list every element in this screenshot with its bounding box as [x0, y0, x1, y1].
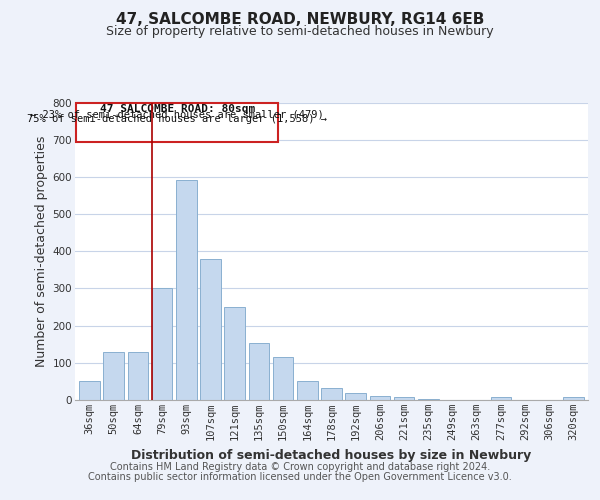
- Bar: [394, 398, 415, 400]
- Bar: [224, 307, 245, 400]
- Text: ← 23% of semi-detached houses are smaller (479): ← 23% of semi-detached houses are smalle…: [31, 109, 324, 119]
- Text: 47, SALCOMBE ROAD, NEWBURY, RG14 6EB: 47, SALCOMBE ROAD, NEWBURY, RG14 6EB: [116, 12, 484, 28]
- Text: 47 SALCOMBE ROAD: 80sqm: 47 SALCOMBE ROAD: 80sqm: [100, 104, 255, 114]
- Bar: [491, 397, 511, 400]
- Bar: [176, 180, 197, 400]
- Bar: [128, 352, 148, 400]
- Bar: [346, 392, 366, 400]
- Y-axis label: Number of semi-detached properties: Number of semi-detached properties: [35, 136, 49, 367]
- Bar: [200, 258, 221, 400]
- Text: 75% of semi-detached houses are larger (1,558) →: 75% of semi-detached houses are larger (…: [27, 114, 327, 124]
- Bar: [152, 288, 172, 400]
- Bar: [297, 382, 317, 400]
- Text: Size of property relative to semi-detached houses in Newbury: Size of property relative to semi-detach…: [106, 25, 494, 38]
- Bar: [563, 398, 584, 400]
- Text: Contains public sector information licensed under the Open Government Licence v3: Contains public sector information licen…: [88, 472, 512, 482]
- Bar: [273, 357, 293, 400]
- Bar: [79, 382, 100, 400]
- X-axis label: Distribution of semi-detached houses by size in Newbury: Distribution of semi-detached houses by …: [131, 448, 532, 462]
- Bar: [103, 352, 124, 400]
- Text: Contains HM Land Registry data © Crown copyright and database right 2024.: Contains HM Land Registry data © Crown c…: [110, 462, 490, 472]
- Bar: [321, 388, 342, 400]
- FancyBboxPatch shape: [76, 102, 278, 142]
- Bar: [248, 344, 269, 400]
- Bar: [370, 396, 390, 400]
